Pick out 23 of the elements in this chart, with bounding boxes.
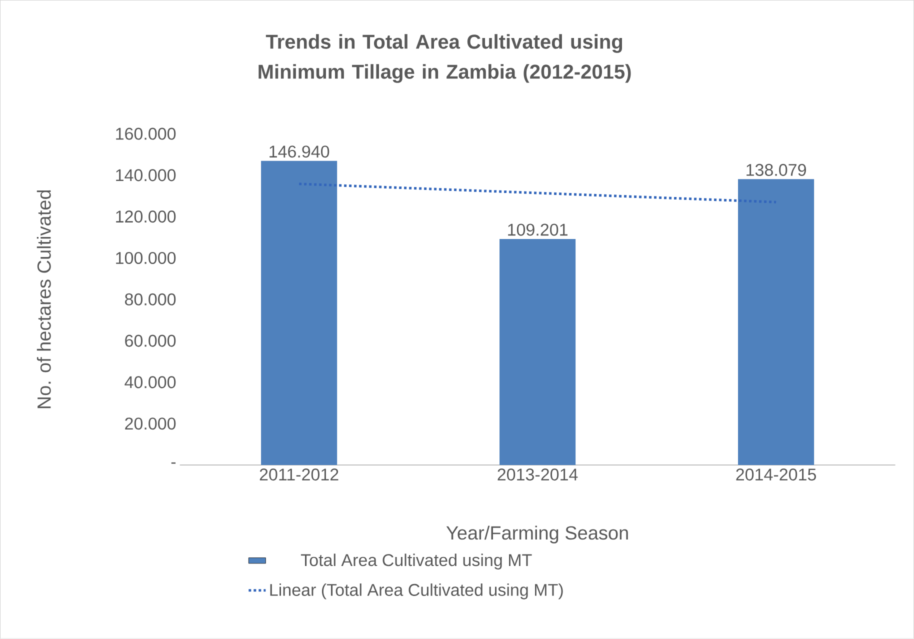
legend-label: Linear (Total Area Cultivated using MT)	[270, 584, 563, 600]
data-label: 146.940	[270, 146, 330, 158]
data-label: 109.201	[508, 224, 568, 236]
bar	[500, 239, 576, 466]
y-tick-label: 100.000	[116, 252, 176, 264]
y-tick-label: 120.000	[116, 210, 176, 223]
x-tick-label: 2011-2012	[260, 468, 338, 481]
legend-label: Total Area Cultivated using MT	[300, 554, 532, 570]
y-tick-label: 80.000	[125, 293, 176, 306]
y-tick-label: 40.000	[124, 376, 176, 388]
x-axis-title: Year/Farming Season	[446, 526, 628, 544]
x-tick-label: 2014-2015	[736, 468, 816, 481]
bar	[738, 179, 814, 466]
bar	[261, 160, 338, 466]
x-tick-label: 2013-2014	[498, 468, 578, 481]
y-tick-label: 20.000	[125, 418, 176, 430]
data-label: 138.079	[746, 164, 806, 176]
y-tick-label: 60.000	[125, 334, 176, 347]
y-tick-label: 160.000	[116, 128, 176, 140]
y-axis-title: No. of hectares Cultivated	[36, 190, 51, 408]
chart-title: Trends in Total Area Cultivated using Minimum Tillage in Zambia (2012-2015)	[258, 34, 631, 83]
y-tick-label: -	[171, 462, 176, 464]
y-tick-label: 140.000	[116, 169, 176, 182]
